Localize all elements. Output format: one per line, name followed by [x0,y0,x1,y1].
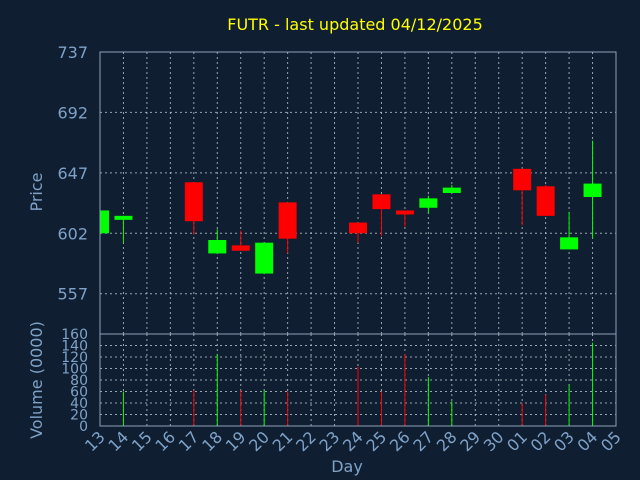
volume-frame [99,333,617,427]
volume-tick-label: 20 [70,408,88,424]
volume-tick-label: 100 [61,362,88,378]
volume-tick-label: 40 [70,396,88,412]
candle-body [442,187,461,193]
price-tick-label: 557 [57,285,88,304]
candle-body [560,237,579,250]
candle-body [513,168,532,191]
candle-body [395,210,414,215]
volume-tick-label: 60 [70,385,88,401]
x-axis: 1314151617181920212223242526272829300102… [81,427,625,455]
volume-tick-label: 160 [61,327,88,343]
price-tick-label: 737 [57,43,88,62]
volume-axis-title: Volume (0000) [27,321,46,439]
price-tick-label: 602 [57,224,88,243]
price-axis-title: Price [27,172,46,211]
volume-tick-label: 140 [61,339,88,355]
candle-body [372,194,391,210]
candle-body [100,210,109,234]
candle-body [114,215,133,220]
chart-title: FUTR - last updated 04/12/2025 [227,15,483,34]
candle-body [278,202,297,239]
x-tick-label: 05 [597,427,625,455]
volume-tick-label: 120 [61,350,88,366]
candle-body [231,245,250,251]
candle-body [349,222,367,234]
volume-tick-label: 80 [70,373,88,389]
price-tick-label: 647 [57,164,88,183]
price-tick-label: 692 [57,103,88,122]
candle-body [536,186,555,216]
candle-body [255,242,274,274]
candle-body [419,198,438,208]
volume-tick-label: 0 [79,419,88,435]
candle-body [208,240,227,254]
price-panel: 557 602 647 692 737 [57,43,617,335]
candle-body [583,183,602,198]
candle-body [184,182,203,222]
x-axis-title: Day [331,457,363,476]
